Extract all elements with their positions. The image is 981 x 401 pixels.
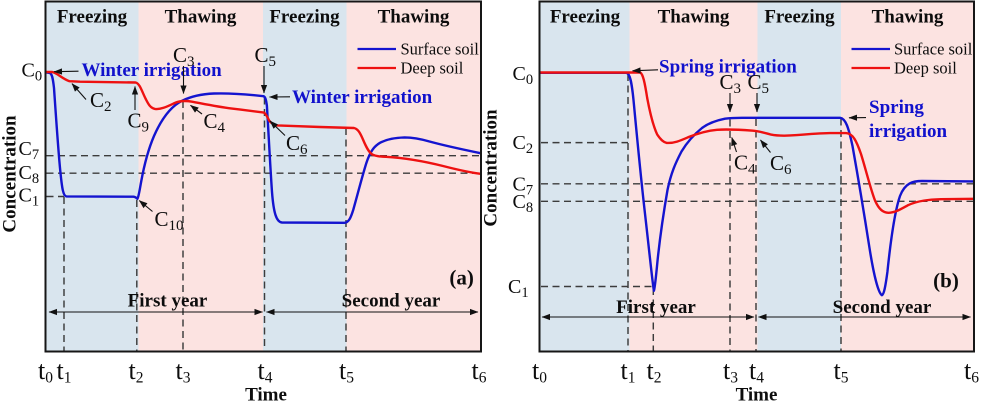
svg-text:Winter irrigation: Winter irrigation bbox=[82, 60, 223, 81]
svg-text:irrigation: irrigation bbox=[869, 121, 948, 142]
svg-text:t0: t0 bbox=[532, 356, 547, 387]
svg-text:C7: C7 bbox=[19, 138, 40, 163]
svg-text:t6: t6 bbox=[472, 356, 487, 387]
svg-text:Surface soil: Surface soil bbox=[894, 40, 973, 59]
svg-text:Freezing: Freezing bbox=[57, 7, 128, 28]
svg-text:t4: t4 bbox=[749, 356, 764, 387]
svg-text:C1: C1 bbox=[508, 276, 529, 301]
svg-text:Spring irrigation: Spring irrigation bbox=[659, 57, 797, 78]
svg-text:C1: C1 bbox=[19, 185, 40, 210]
svg-text:t1: t1 bbox=[621, 356, 636, 387]
svg-text:t0: t0 bbox=[38, 356, 53, 387]
svg-text:Concentration: Concentration bbox=[0, 115, 21, 233]
svg-text:t3: t3 bbox=[176, 356, 191, 387]
svg-text:Spring: Spring bbox=[869, 97, 924, 118]
svg-text:t2: t2 bbox=[647, 356, 662, 387]
svg-text:C0: C0 bbox=[22, 60, 43, 85]
svg-text:Thawing: Thawing bbox=[165, 7, 237, 28]
svg-text:Time: Time bbox=[245, 385, 287, 401]
svg-text:Concentration: Concentration bbox=[481, 109, 502, 227]
svg-text:t5: t5 bbox=[834, 356, 849, 387]
svg-text:Deep soil: Deep soil bbox=[894, 59, 957, 78]
svg-text:t1: t1 bbox=[57, 356, 72, 387]
svg-text:t3: t3 bbox=[723, 356, 738, 387]
svg-text:C8: C8 bbox=[19, 162, 40, 187]
svg-text:Freezing: Freezing bbox=[550, 7, 621, 28]
svg-text:(a): (a) bbox=[449, 266, 474, 290]
svg-text:C0: C0 bbox=[513, 63, 534, 88]
svg-text:t2: t2 bbox=[129, 356, 144, 387]
svg-text:Thawing: Thawing bbox=[378, 7, 450, 28]
svg-text:Second year: Second year bbox=[342, 291, 441, 312]
svg-text:t6: t6 bbox=[964, 356, 979, 387]
svg-text:Second year: Second year bbox=[833, 297, 932, 318]
svg-text:Freezing: Freezing bbox=[764, 7, 835, 28]
svg-text:Thawing: Thawing bbox=[872, 7, 944, 28]
svg-text:Winter irrigation: Winter irrigation bbox=[292, 87, 433, 108]
svg-text:(b): (b) bbox=[933, 269, 959, 293]
svg-text:Freezing: Freezing bbox=[269, 7, 340, 28]
svg-text:C2: C2 bbox=[513, 132, 534, 157]
svg-text:Surface soil: Surface soil bbox=[401, 40, 480, 59]
svg-text:Time: Time bbox=[736, 385, 778, 401]
svg-text:t4: t4 bbox=[258, 356, 273, 387]
svg-text:First year: First year bbox=[616, 297, 696, 318]
svg-text:t5: t5 bbox=[339, 356, 354, 387]
svg-text:First year: First year bbox=[128, 291, 208, 312]
svg-text:Deep soil: Deep soil bbox=[401, 59, 464, 78]
svg-text:Thawing: Thawing bbox=[658, 7, 730, 28]
